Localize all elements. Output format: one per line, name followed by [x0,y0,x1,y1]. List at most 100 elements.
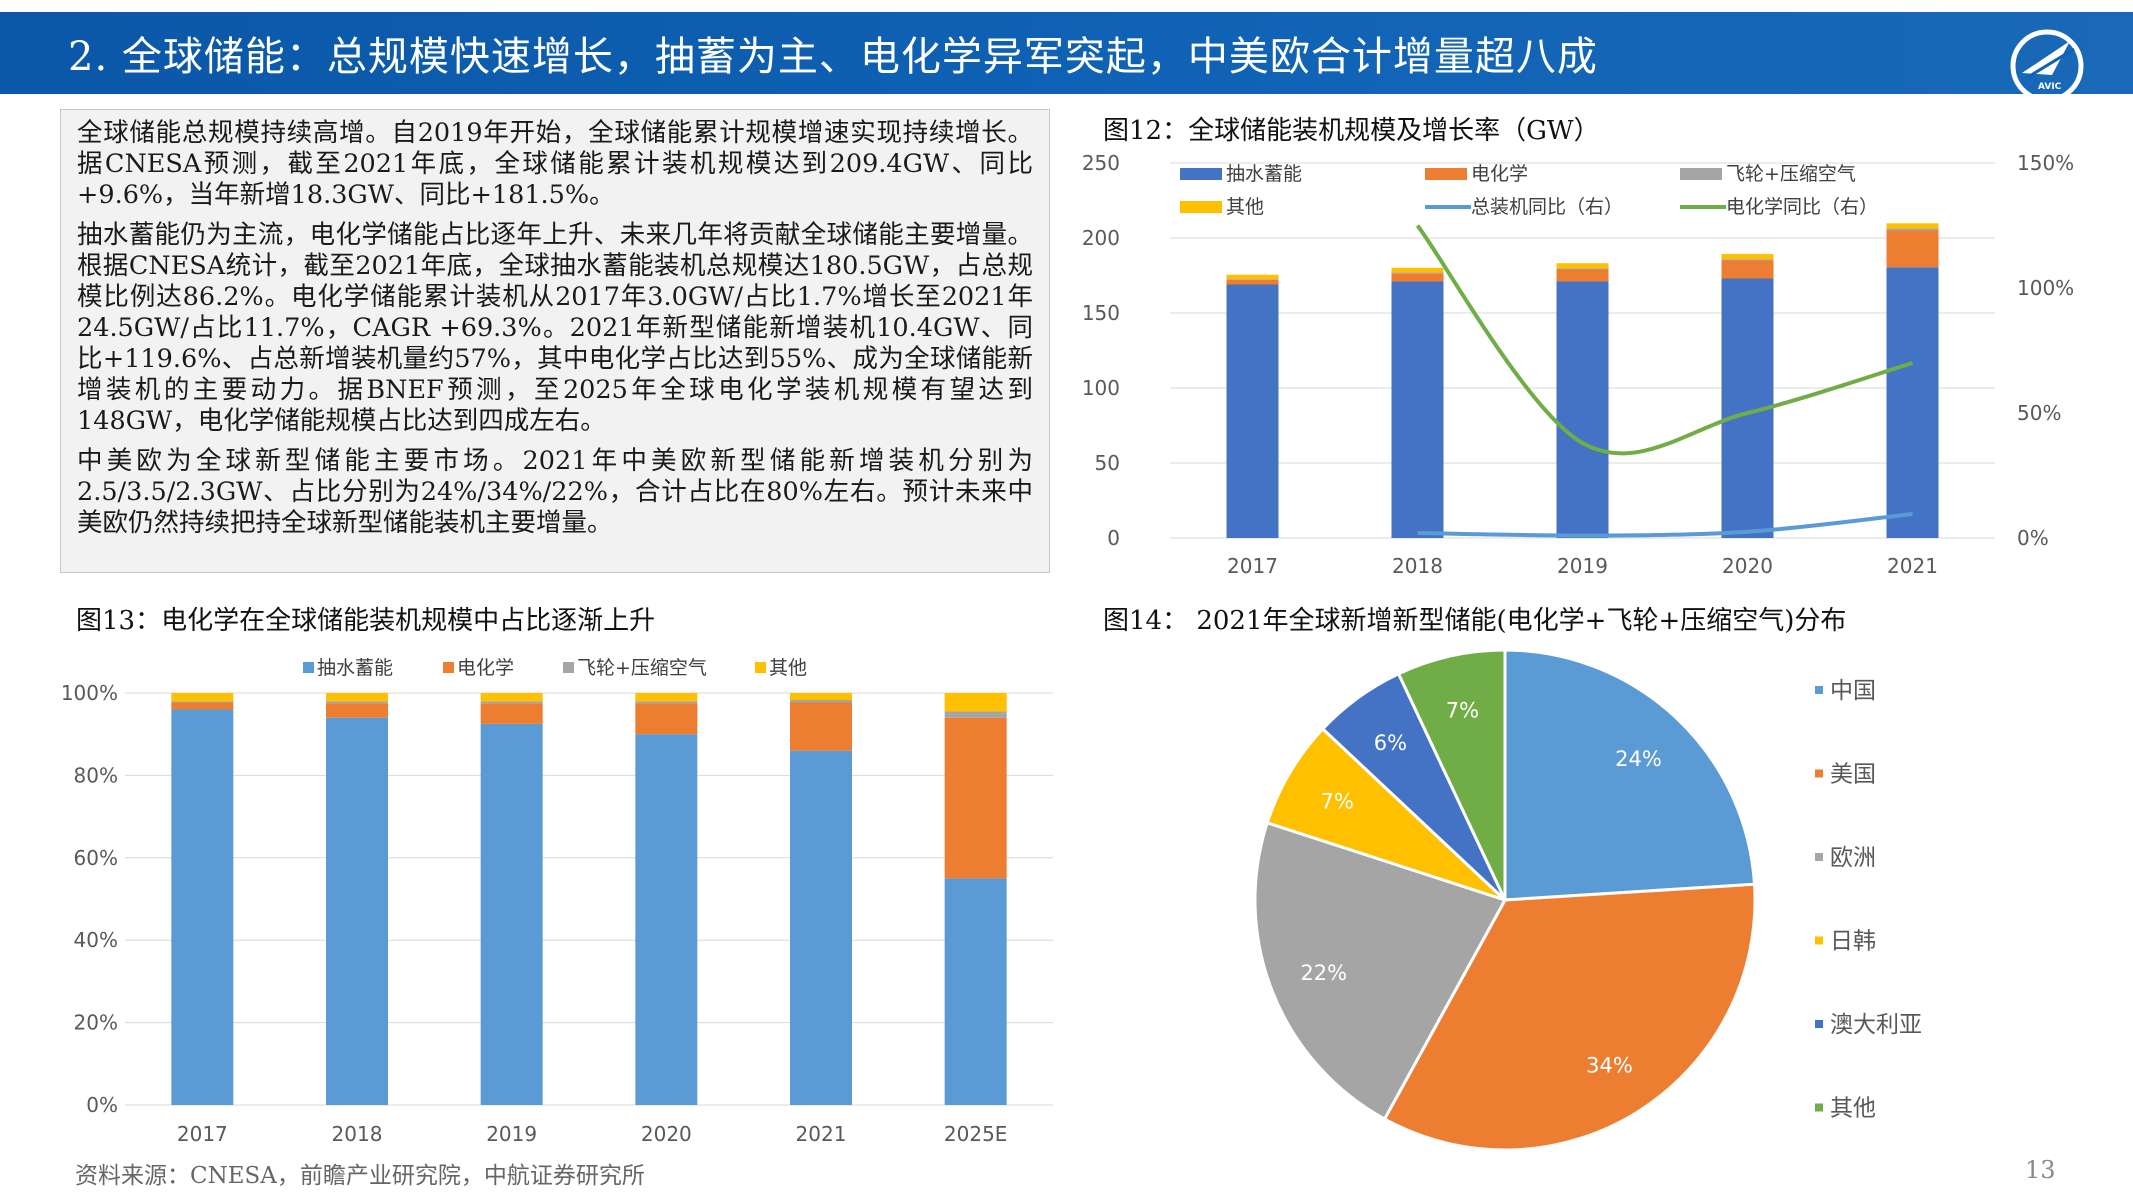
pie-data-label: 24% [1615,747,1662,771]
legend-swatch [1680,168,1722,180]
y-tick-label: 20% [74,1011,118,1035]
bar-segment [480,723,543,1105]
legend-label: 日韩 [1830,929,1876,955]
pie-data-label: 6% [1374,731,1407,755]
legend-label: 美国 [1830,762,1876,788]
x-tick-label: 2019 [486,1122,537,1146]
y-tick-label: 200 [1082,226,1120,250]
y-tick-label: 40% [74,928,118,952]
x-tick-label: 2020 [1722,554,1773,578]
x-tick-label: 2020 [641,1122,692,1146]
y-tick-label: 150 [1082,301,1120,325]
y-tick-label: 60% [74,846,118,870]
y-tick-label: 50 [1095,451,1120,475]
x-tick-label: 2021 [796,1122,847,1146]
bar-segment [1556,268,1609,270]
legend-label: 其他 [1226,196,1264,218]
summary-textbox: 全球储能总规模持续高增。自2019年开始，全球储能累计规模增速实现持续增长。据C… [60,109,1050,573]
x-tick-label: 2018 [1392,554,1443,578]
bar-segment [1886,228,1939,231]
bar-segment [635,693,698,702]
bar-segment [635,734,698,1105]
bar-segment [480,693,543,702]
bar-segment [1391,273,1444,282]
bar-segment [1391,281,1444,538]
legend-swatch [1180,168,1222,180]
pie-slice [1265,726,1507,902]
bar-segment [1721,260,1774,279]
bar-segment [790,750,852,1105]
pie-data-label: 7% [1446,699,1479,723]
legend-label: 总装机同比（右） [1471,196,1623,218]
x-tick-label: 2019 [1557,554,1608,578]
legend-label: 电化学 [1471,163,1528,185]
bar-segment [1886,267,1939,538]
bar-segment [1886,230,1939,268]
bar-segment [944,711,1007,718]
bar-segment [171,693,234,702]
legend-swatch [563,662,574,673]
x-tick-label: 2025E [944,1122,1008,1146]
pie-slice [1253,820,1508,1122]
legend-swatch [755,662,766,673]
legend-label: 电化学同比（右） [1726,196,1878,218]
legend-label: 欧洲 [1830,845,1876,871]
bar-segment [790,693,852,701]
legend-swatch [1425,168,1467,180]
y2-tick-label: 100% [2017,276,2074,300]
x-tick-label: 2018 [332,1122,383,1146]
y2-tick-label: 150% [2017,151,2074,175]
x-tick-label: 2021 [1887,554,1938,578]
bar-segment [1556,269,1609,282]
fig14-title: 图14： 2021年全球新增新型储能(电化学+飞轮+压缩空气)分布 [1103,606,1847,636]
bar-segment [171,702,234,710]
bar-segment [790,702,852,751]
bar-segment [1391,267,1444,273]
pie-data-label: 34% [1586,1054,1633,1078]
bar-segment [635,701,698,704]
page-number: 13 [2025,1156,2056,1184]
legend-label: 其他 [1830,1096,1876,1122]
bar-segment [944,693,1007,712]
bar-segment [326,693,388,702]
bar-segment [1721,259,1774,261]
bar-segment [1226,280,1279,285]
legend-swatch [1815,769,1823,778]
y2-tick-label: 50% [2017,401,2061,425]
legend-label: 飞轮+压缩空气 [1726,163,1856,185]
bar-segment [1556,263,1609,269]
summary-paragraph-1: 全球储能总规模持续高增。自2019年开始，全球储能累计规模增速实现持续增长。据C… [77,118,1033,210]
bar-segment [171,701,234,703]
legend-label: 电化学 [457,657,514,679]
legend-swatch [1815,686,1823,694]
x-tick-label: 2017 [1227,554,1278,578]
bar-segment [1391,272,1444,274]
bar-segment [1556,281,1609,538]
fig13-chart: 0% 20% 40% 60% 80% 100% 2017 2018 2019 2020 2021 20… [61,657,1053,1146]
legend-label: 澳大利亚 [1830,1012,1922,1038]
legend-swatch [1815,1103,1823,1112]
summary-paragraph-2: 抽水蓄能仍为主流，电化学储能占比逐年上升、未来几年将贡献全球储能主要增量。根据C… [77,220,1033,436]
bar-segment [171,709,234,1105]
bar-segment [326,701,388,704]
legend-label: 抽水蓄能 [1226,163,1302,185]
legend-swatch [1815,1020,1823,1028]
page-header: 2. 全球储能：总规模快速增长，抽蓄为主、电化学异军突起，中美欧合计增量超八成 … [0,12,2133,103]
bar-segment [480,701,543,704]
legend-swatch [1180,201,1222,213]
bar-segment [326,703,388,718]
series-line [1415,224,1914,456]
summary-paragraph-3: 中美欧为全球新型储能主要市场。2021年中美欧新型储能新增装机分别为2.5/3.… [77,446,1033,538]
bar-segment [635,703,698,735]
bar-segment [1226,274,1279,280]
pie-slice [1503,648,1757,902]
y-tick-label: 100 [1082,376,1120,400]
y-tick-label: 100% [61,681,118,705]
bar-segment [790,700,852,703]
bar-segment [326,717,388,1105]
logo-text: AVIC [2038,82,2062,92]
pie-data-label: 7% [1320,790,1353,814]
bar-segment [1886,223,1939,229]
y2-tick-label: 0% [2017,526,2049,550]
